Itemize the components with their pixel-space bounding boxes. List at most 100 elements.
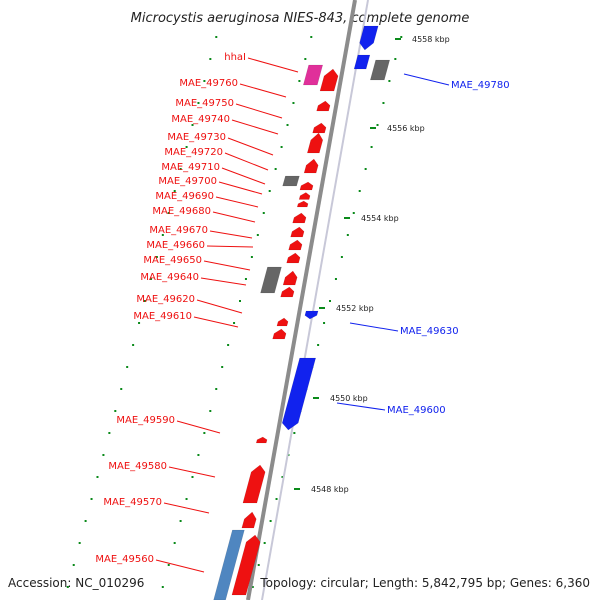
label-leader — [218, 181, 263, 195]
track-dot — [358, 190, 361, 192]
track-dot — [161, 586, 164, 588]
gene-label: MAE_49700 — [158, 176, 217, 187]
gene-label: MAE_49670 — [149, 225, 208, 236]
gene-label: MAE_49610 — [133, 311, 192, 322]
gene-label: MAE_49650 — [143, 255, 202, 266]
label-leader — [206, 245, 254, 248]
gene-label: MAE_49720 — [164, 147, 223, 158]
track-dot — [304, 58, 307, 60]
label-leader — [403, 73, 450, 86]
gene-feature — [272, 328, 287, 340]
tick-label: 4548 kbp — [311, 485, 349, 494]
track-dot — [257, 564, 260, 566]
gene-feature — [304, 310, 319, 320]
track-dot — [323, 322, 326, 324]
track-dot — [179, 520, 182, 522]
track-dot — [329, 300, 331, 302]
track-dot — [340, 256, 343, 258]
track-dot — [84, 520, 87, 522]
track-dot — [197, 454, 200, 456]
gene-label: MAE_49600 — [387, 405, 446, 416]
gene-feature — [242, 464, 266, 504]
gene-label: MAE_49740 — [171, 114, 230, 125]
map-title: Microcystis aeruginosa NIES-843, complet… — [131, 11, 470, 26]
gene-feature — [312, 122, 327, 134]
track-dot — [293, 432, 296, 434]
track-dot — [215, 36, 218, 38]
gene-label: MAE_49750 — [175, 98, 234, 109]
track-dot — [167, 212, 170, 214]
track-dot — [394, 58, 397, 60]
gene-feature — [288, 239, 303, 251]
track-dot — [364, 168, 367, 170]
track-dot — [274, 168, 277, 170]
track-dot — [221, 366, 224, 368]
backbone-light-line — [261, 0, 369, 600]
label-leader — [349, 322, 399, 332]
track-dot — [251, 586, 254, 588]
track-dot — [78, 542, 81, 544]
track-dot — [173, 190, 176, 192]
tick-label: 4552 kbp — [336, 304, 374, 313]
track-dot — [96, 476, 99, 478]
track-dot — [269, 520, 272, 522]
tick-label: 4554 kbp — [361, 214, 399, 223]
gene-label: MAE_49590 — [116, 415, 175, 426]
label-leader — [336, 402, 386, 411]
track-dot — [66, 586, 69, 588]
gene-label: MAE_49660 — [146, 240, 205, 251]
track-dot — [215, 388, 218, 390]
track-dot — [382, 102, 385, 104]
gene-feature — [290, 226, 305, 238]
track-dot — [376, 124, 379, 126]
label-leader — [212, 211, 256, 223]
gene-feature — [286, 252, 301, 264]
track-dot — [370, 146, 373, 148]
track-dot — [72, 564, 75, 566]
tick-label: 4558 kbp — [412, 35, 450, 44]
accession-text: Accession: NC_010296 — [8, 576, 144, 590]
kbp-ticks: 4558 kbp 4556 kbp 4554 kbp 4552 kbp 4550 kbp… — [294, 35, 450, 494]
gene-feature — [298, 192, 311, 200]
track-dot — [144, 300, 146, 302]
gene-label: hhaI — [224, 52, 246, 63]
gene-feature — [231, 534, 261, 596]
track-dot — [203, 432, 206, 434]
label-leader-lines — [155, 57, 450, 573]
track-dot — [298, 80, 301, 82]
track-dot — [239, 300, 241, 302]
gene-label: MAE_49570 — [103, 497, 162, 508]
track-dot — [233, 322, 236, 324]
track-dot — [275, 498, 278, 500]
gene-label: MAE_49560 — [95, 554, 154, 565]
gene-feature — [276, 317, 289, 327]
track-dot — [346, 234, 349, 236]
track-dot — [292, 102, 295, 104]
gene-feature — [241, 511, 257, 529]
gene-feature — [359, 25, 379, 51]
label-leader — [224, 152, 269, 171]
track-dot — [263, 542, 266, 544]
gene-feature — [281, 357, 317, 431]
gene-feature — [296, 200, 309, 208]
track-dot — [191, 476, 194, 478]
track-dot — [286, 124, 289, 126]
gene-feature — [302, 64, 324, 86]
track-dot — [197, 102, 200, 104]
track-dot — [310, 36, 313, 38]
track-dot — [108, 432, 111, 434]
gene-label: MAE_49730 — [167, 132, 226, 143]
gene-label: MAE_49580 — [108, 461, 167, 472]
track-dot — [227, 344, 230, 346]
gene-label: MAE_49630 — [400, 326, 459, 337]
track-dot — [155, 256, 158, 258]
label-leader — [196, 299, 243, 314]
gene-label: MAE_49760 — [179, 78, 238, 89]
track-dot — [280, 146, 283, 148]
track-dot — [161, 234, 164, 236]
gene-feature — [260, 266, 282, 294]
gene-feature — [303, 158, 319, 174]
track-dot — [334, 278, 337, 280]
track-dot — [102, 454, 105, 456]
summary-text: Topology: circular; Length: 5,842,795 bp… — [259, 576, 590, 590]
